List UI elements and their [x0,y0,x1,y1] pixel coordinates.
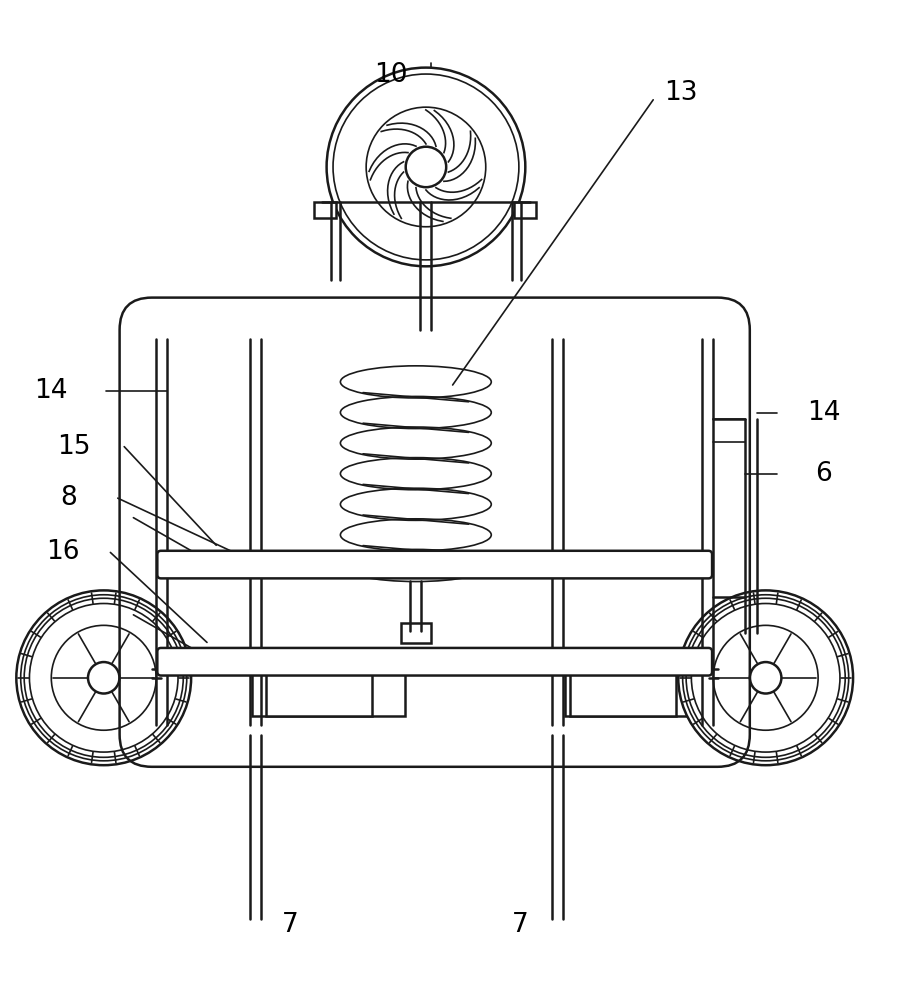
Circle shape [29,603,178,752]
Circle shape [17,590,191,765]
Bar [252,672,404,716]
Bar [401,623,430,643]
Text: 13: 13 [664,80,697,106]
Circle shape [51,625,156,730]
Bar [514,202,536,218]
Circle shape [88,662,119,694]
FancyBboxPatch shape [157,551,711,578]
Text: 8: 8 [61,485,77,511]
Circle shape [677,590,852,765]
Text: 10: 10 [374,62,407,88]
Circle shape [712,625,817,730]
Text: 14: 14 [34,378,67,404]
Bar [313,202,335,218]
Text: 6: 6 [814,461,831,487]
Text: 7: 7 [281,912,298,938]
Circle shape [691,603,839,752]
Bar [570,672,675,716]
Text: 16: 16 [46,539,79,565]
Circle shape [405,147,446,187]
Text: 7: 7 [511,912,528,938]
Bar [266,672,371,716]
Bar [564,672,717,716]
Circle shape [749,662,780,694]
Text: 14: 14 [806,400,839,426]
Text: 15: 15 [57,434,90,460]
FancyBboxPatch shape [157,648,711,676]
